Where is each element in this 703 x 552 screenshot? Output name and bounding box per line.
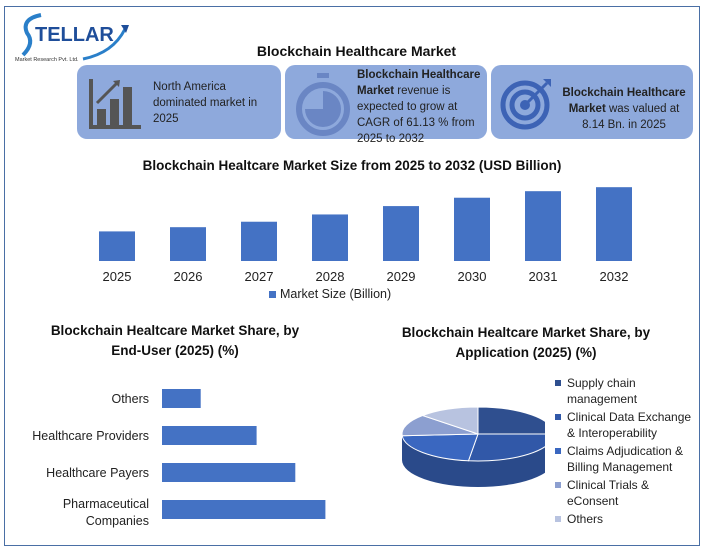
pie-slice xyxy=(467,433,545,462)
card-bold: Blockchain Healthcare Market xyxy=(357,69,481,97)
page-title: Blockchain Healthcare Market xyxy=(256,43,457,59)
application-legend: Supply chain management Clinical Data Exc… xyxy=(555,375,695,529)
info-card-cagr: Blockchain Healthcare Market revenue is … xyxy=(285,65,487,145)
info-card-value: Blockchain Healthcare Market was valued … xyxy=(491,65,693,139)
card-bold: Blockchain Healthcare Market xyxy=(562,87,686,115)
legend-item: Claims Adjudication & Billing Management xyxy=(555,443,695,475)
application-pie-chart xyxy=(401,406,545,487)
legend-swatch xyxy=(555,380,561,386)
legend-swatch xyxy=(269,291,276,298)
legend-label: Supply chain management xyxy=(567,376,638,406)
legend-item: Clinical Trials & eConsent xyxy=(555,477,695,509)
pie-slice xyxy=(401,433,479,462)
card-text: North America dominated market in 2025 xyxy=(153,81,258,125)
x-tick-label: 2031 xyxy=(529,269,558,284)
bar-chart-growth-icon xyxy=(89,79,141,129)
pie-slice xyxy=(401,414,479,437)
bar xyxy=(454,197,490,261)
legend-item: Others xyxy=(555,511,695,527)
category-label: Companies xyxy=(86,514,149,528)
x-tick-label: 2032 xyxy=(600,269,629,284)
svg-text:TELLAR: TELLAR xyxy=(35,24,114,46)
market-size-chart: 2025 2026 2027 2028 2029 2030 2031 2032 Market S… xyxy=(99,187,632,301)
card-text: was valued at 8.14 Bn. in 2025 xyxy=(582,103,680,131)
stellar-logo: TELLAR Market Research Pvt. Ltd. xyxy=(15,13,129,63)
legend-label: Clinical Data Exchange & Interoperabilit… xyxy=(567,410,692,440)
x-tick-label: 2030 xyxy=(458,269,487,284)
legend-label: Clinical Trials & eConsent xyxy=(567,478,650,508)
legend-label: Market Size (Billion) xyxy=(280,287,391,301)
stopwatch-icon xyxy=(296,73,350,136)
bar xyxy=(525,191,561,261)
legend-item: Supply chain management xyxy=(555,375,695,407)
pie-slice xyxy=(477,406,545,435)
bar xyxy=(162,426,257,445)
x-tick-label: 2025 xyxy=(103,269,132,284)
x-tick-label: 2028 xyxy=(316,269,345,284)
pie-side xyxy=(402,434,545,487)
pie-slice xyxy=(421,406,479,435)
category-label: Healthcare Providers xyxy=(32,429,149,443)
bar xyxy=(241,221,277,261)
bar-chart-title: Blockchain Healtcare Market Size from 20… xyxy=(142,158,562,173)
legend-item: Clinical Data Exchange & Interoperabilit… xyxy=(555,409,695,441)
end-user-chart-title: Blockchain Healtcare Market Share, by En… xyxy=(50,323,300,358)
category-label: Pharmaceutical xyxy=(63,497,149,511)
legend-swatch xyxy=(555,482,561,488)
info-card-region: North America dominated market in 2025 xyxy=(77,65,281,139)
bar xyxy=(162,389,201,408)
legend-label: Claims Adjudication & Billing Management xyxy=(567,444,684,474)
legend-swatch xyxy=(555,516,561,522)
bar xyxy=(170,227,206,261)
end-user-chart: Others Healthcare Providers Healthcare Pay… xyxy=(32,389,326,528)
x-tick-label: 2026 xyxy=(174,269,203,284)
bar xyxy=(162,463,296,482)
x-tick-label: 2029 xyxy=(387,269,416,284)
application-chart-title: Blockchain Healtcare Market Share, by Ap… xyxy=(401,325,651,360)
infographic: TELLAR Market Research Pvt. Ltd. Blockch… xyxy=(4,6,700,546)
target-icon xyxy=(500,79,551,130)
category-label: Healthcare Payers xyxy=(46,466,149,480)
category-label: Others xyxy=(111,392,149,406)
bar xyxy=(383,206,419,261)
legend-label: Others xyxy=(567,512,604,526)
svg-text:Market Research Pvt. Ltd.: Market Research Pvt. Ltd. xyxy=(15,57,79,63)
x-tick-label: 2027 xyxy=(245,269,274,284)
bar xyxy=(596,187,632,261)
bar xyxy=(312,214,348,261)
legend-swatch xyxy=(555,448,561,454)
bar xyxy=(162,500,326,519)
card-text: revenue is expected to grow at CAGR of 6… xyxy=(357,85,475,145)
bar xyxy=(99,231,135,261)
legend-swatch xyxy=(555,414,561,420)
